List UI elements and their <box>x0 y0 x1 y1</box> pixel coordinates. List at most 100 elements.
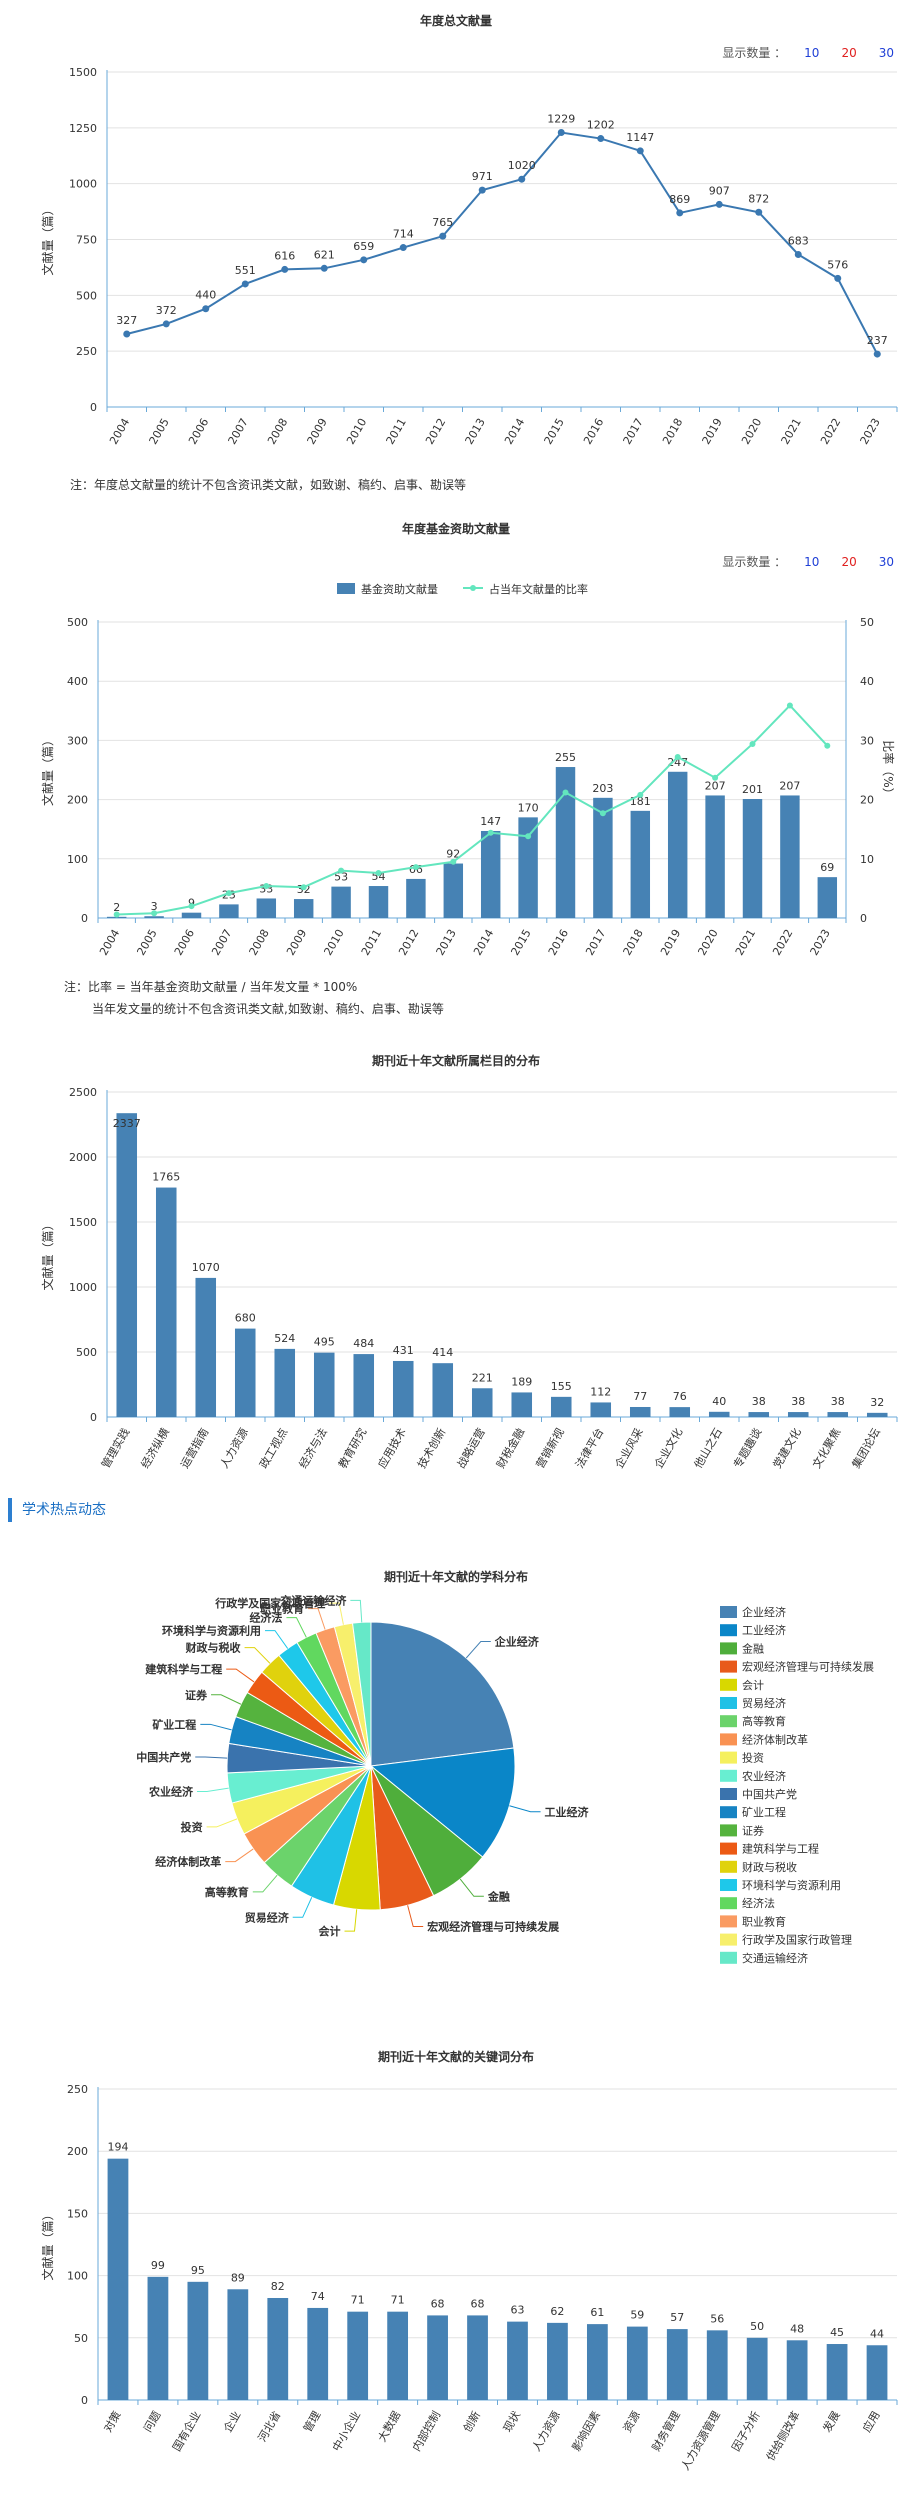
chart5-xtick-label: 内部控制 <box>409 2409 443 2454</box>
chart4-legend-label: 工业经济 <box>742 1623 786 1637</box>
chart1-data-label: 869 <box>669 193 690 206</box>
chart2-ratio-point <box>412 864 419 871</box>
chart2-xtick-label: 2012 <box>396 927 421 958</box>
chart1-data-label: 971 <box>472 170 493 183</box>
chart2-note-line2: 当年发文量的统计不包含资讯类文献,如致谢、稿约、启事、勘误等 <box>92 1002 444 1016</box>
chart4-slice-label: 高等教育 <box>205 1885 249 1899</box>
chart2-bar <box>518 817 538 918</box>
chart5-bar <box>826 2344 848 2400</box>
chart4-leader-line <box>206 1818 238 1828</box>
chart3-bar <box>353 1354 375 1417</box>
chart2-ratio-point <box>824 742 831 749</box>
count-option-10[interactable]: 10 <box>804 555 820 569</box>
chart5-bar <box>467 2315 488 2400</box>
chart2-legend-bar-label: 基金资助文献量 <box>361 582 438 596</box>
chart1-xtick-label: 2015 <box>542 416 567 447</box>
chart3-bar <box>866 1412 888 1417</box>
chart4-legend-label: 证券 <box>742 1823 764 1837</box>
chart5-bar-label: 56 <box>710 2312 724 2325</box>
chart4-legend-label: 交通运输经济 <box>742 1951 808 1965</box>
chart5-xtick-label: 发展 <box>820 2409 843 2435</box>
chart3-bar-label: 484 <box>353 1337 374 1350</box>
chart4-legend-label: 经济体制改革 <box>742 1732 808 1746</box>
chart5-ytick-label: 250 <box>67 2083 88 2096</box>
chart1-data-point <box>518 175 526 183</box>
chart3-bar-label: 431 <box>393 1344 414 1357</box>
chart3-bar <box>748 1412 770 1417</box>
chart2-ratio-point <box>599 810 606 817</box>
chart1-data-label: 440 <box>195 289 216 302</box>
chart4-legend-swatch <box>720 1879 737 1891</box>
chart1-data-point <box>162 320 170 328</box>
chart2-xtick-label: 2014 <box>471 927 496 958</box>
chart1-xtick-label: 2011 <box>384 416 409 447</box>
chart2-bar <box>443 863 464 918</box>
chart1-data-point <box>241 280 249 288</box>
chart4-legend-label: 行政学及国家行政管理 <box>742 1933 852 1947</box>
chart4-legend-swatch <box>720 1606 737 1618</box>
chart3-bar <box>392 1360 414 1417</box>
chart3-bar <box>432 1363 454 1417</box>
chart2-y2label: 比率（%） <box>881 740 896 799</box>
chart4-leader-line <box>292 1897 313 1918</box>
chart3-bar <box>629 1406 651 1417</box>
chart5-bar-label: 74 <box>311 2290 325 2303</box>
count-option-10[interactable]: 10 <box>804 46 820 60</box>
chart1-data-point <box>597 135 605 143</box>
count-option-30[interactable]: 30 <box>878 46 894 60</box>
count-option-20[interactable]: 20 <box>841 555 857 569</box>
chart1-data-label: 621 <box>314 248 335 261</box>
chart3-xtick-label: 企业文化 <box>651 1426 685 1471</box>
chart2-legend-line-label: 占当年文献量的比率 <box>489 582 588 596</box>
chart4-legend-swatch <box>720 1624 737 1637</box>
chart2-legend-bar-swatch <box>337 583 355 594</box>
chart5-bar-label: 68 <box>471 2297 485 2310</box>
chart2-bar-label: 92 <box>446 848 460 861</box>
chart4-legend-swatch <box>720 1642 737 1655</box>
chart5-bar-label: 44 <box>870 2327 884 2340</box>
chart5-bar <box>547 2322 568 2400</box>
chart5-bar <box>227 2289 249 2400</box>
chart1-data-label: 237 <box>867 334 888 347</box>
chart1-xtick-label: 2006 <box>186 416 211 447</box>
chart1-xtick-label: 2013 <box>463 416 488 447</box>
chart2-xtick-label: 2011 <box>359 927 384 958</box>
chart2-bar-label: 255 <box>555 751 576 764</box>
chart1-data-label: 1229 <box>547 113 575 126</box>
chart3-bar-label: 38 <box>791 1395 805 1408</box>
chart2-bar <box>742 799 763 918</box>
chart3-xtick-label: 营销新视 <box>533 1426 567 1471</box>
chart2-bar-label: 201 <box>742 783 763 796</box>
chart4-slice-label: 贸易经济 <box>245 1910 290 1924</box>
chart4-legend-swatch <box>720 1660 737 1673</box>
chart2-bar <box>630 810 651 918</box>
chart3-xtick-label: 政工视点 <box>256 1426 290 1471</box>
chart2-xtick-label: 2022 <box>770 927 795 958</box>
chart5-ytick-label: 100 <box>67 2270 88 2283</box>
chart1-xtick-label: 2023 <box>858 416 883 447</box>
chart3-bar <box>155 1187 177 1417</box>
chart2-y2tick-label: 10 <box>860 853 874 866</box>
count-option-20[interactable]: 20 <box>841 46 857 60</box>
chart5-bar <box>307 2307 329 2400</box>
count-option-30[interactable]: 30 <box>878 555 894 569</box>
chart1-xtick-label: 2021 <box>779 416 804 447</box>
chart4-legend-label: 建筑科学与工程 <box>742 1842 819 1856</box>
chart2-ytick-label: 100 <box>67 853 88 866</box>
chart4-leader-line <box>196 1787 229 1792</box>
chart2-bar-label: 207 <box>705 779 726 792</box>
chart2-xtick-label: 2016 <box>546 927 571 958</box>
chart1-xtick-label: 2008 <box>265 416 290 447</box>
chart1-data-point <box>873 350 881 358</box>
chart1-xtick-label: 2010 <box>344 416 369 447</box>
chart2-bar-label: 170 <box>518 801 539 814</box>
chart3-xtick-label: 管理实践 <box>98 1426 132 1471</box>
chart1-data-label: 327 <box>116 314 137 327</box>
chart2-y2tick-label: 50 <box>860 616 874 629</box>
chart2-xtick-label: 2009 <box>284 927 309 958</box>
chart4-leader-line <box>226 1668 255 1683</box>
chart4-leader-line <box>200 1723 232 1731</box>
chart1-data-label: 659 <box>353 240 374 253</box>
chart5-xtick-label: 影响因素 <box>570 2409 603 2454</box>
chart5-xtick-label: 对策 <box>100 2409 123 2435</box>
